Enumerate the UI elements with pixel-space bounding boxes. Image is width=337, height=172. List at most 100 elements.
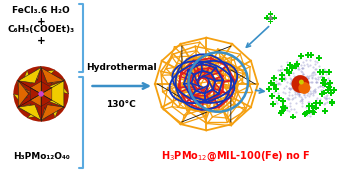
Polygon shape: [305, 115, 307, 116]
Polygon shape: [270, 82, 272, 84]
Polygon shape: [321, 93, 323, 95]
Polygon shape: [310, 110, 312, 112]
Polygon shape: [27, 107, 37, 118]
Polygon shape: [272, 13, 273, 15]
Polygon shape: [324, 71, 326, 73]
Polygon shape: [319, 69, 321, 71]
Polygon shape: [271, 93, 273, 95]
Polygon shape: [308, 107, 310, 109]
Polygon shape: [284, 100, 286, 102]
FancyArrowPatch shape: [92, 83, 148, 89]
Polygon shape: [41, 82, 52, 94]
Polygon shape: [273, 84, 275, 86]
Text: FeCl₃.6 H₂O: FeCl₃.6 H₂O: [12, 6, 70, 15]
Polygon shape: [323, 80, 325, 83]
Circle shape: [299, 80, 304, 84]
Polygon shape: [314, 111, 316, 113]
Polygon shape: [319, 71, 321, 73]
Polygon shape: [272, 103, 274, 105]
Polygon shape: [271, 95, 273, 97]
Polygon shape: [292, 117, 294, 120]
Polygon shape: [324, 112, 326, 114]
Text: C₆H₃(COOEt)₃: C₆H₃(COOEt)₃: [7, 25, 74, 34]
Polygon shape: [266, 15, 268, 17]
Polygon shape: [315, 106, 317, 109]
Polygon shape: [323, 79, 325, 81]
Polygon shape: [266, 88, 268, 90]
Polygon shape: [325, 79, 327, 81]
Polygon shape: [279, 110, 281, 112]
Polygon shape: [288, 69, 290, 71]
Polygon shape: [308, 112, 310, 114]
Polygon shape: [330, 86, 332, 88]
Polygon shape: [278, 97, 280, 99]
Polygon shape: [275, 90, 277, 92]
Polygon shape: [298, 55, 300, 57]
Polygon shape: [313, 111, 315, 114]
Polygon shape: [30, 94, 41, 106]
Polygon shape: [329, 101, 331, 103]
Polygon shape: [293, 65, 295, 67]
Polygon shape: [330, 90, 332, 92]
Polygon shape: [333, 102, 335, 104]
Polygon shape: [284, 69, 286, 71]
Polygon shape: [281, 76, 283, 78]
Polygon shape: [272, 82, 274, 84]
Polygon shape: [18, 88, 65, 108]
Polygon shape: [317, 106, 319, 109]
Polygon shape: [274, 15, 275, 17]
Polygon shape: [313, 102, 315, 104]
Polygon shape: [274, 19, 275, 20]
Polygon shape: [312, 113, 314, 115]
Polygon shape: [331, 104, 333, 106]
Polygon shape: [45, 70, 55, 80]
Polygon shape: [270, 88, 272, 90]
Polygon shape: [282, 100, 284, 102]
Polygon shape: [321, 92, 323, 94]
Polygon shape: [283, 74, 285, 76]
Polygon shape: [315, 111, 317, 114]
Polygon shape: [311, 111, 313, 114]
Polygon shape: [270, 15, 272, 16]
Polygon shape: [304, 115, 306, 117]
Polygon shape: [288, 73, 290, 74]
Polygon shape: [266, 17, 268, 19]
Polygon shape: [317, 71, 319, 73]
Polygon shape: [289, 64, 291, 66]
Polygon shape: [327, 89, 329, 91]
Polygon shape: [306, 105, 308, 107]
Polygon shape: [331, 86, 333, 88]
Polygon shape: [331, 89, 333, 91]
Polygon shape: [268, 90, 270, 92]
Polygon shape: [51, 104, 58, 118]
Polygon shape: [323, 92, 325, 94]
Polygon shape: [331, 103, 333, 105]
Polygon shape: [277, 88, 279, 90]
Polygon shape: [331, 100, 333, 102]
Polygon shape: [325, 79, 327, 80]
Circle shape: [298, 82, 310, 94]
Polygon shape: [268, 88, 270, 90]
Polygon shape: [284, 106, 286, 108]
Polygon shape: [17, 80, 28, 90]
Polygon shape: [282, 106, 284, 108]
Polygon shape: [302, 55, 304, 57]
Polygon shape: [329, 89, 331, 91]
Polygon shape: [283, 78, 285, 80]
Polygon shape: [327, 87, 329, 89]
Polygon shape: [308, 54, 310, 56]
Polygon shape: [305, 112, 307, 115]
Polygon shape: [331, 102, 333, 104]
Polygon shape: [290, 71, 293, 73]
Polygon shape: [295, 65, 297, 67]
Polygon shape: [286, 67, 288, 69]
Polygon shape: [41, 94, 52, 106]
Polygon shape: [280, 106, 282, 108]
Polygon shape: [264, 17, 266, 19]
Polygon shape: [271, 103, 272, 105]
Polygon shape: [308, 110, 310, 112]
Polygon shape: [271, 77, 273, 79]
Polygon shape: [329, 84, 331, 86]
Polygon shape: [24, 70, 31, 84]
Polygon shape: [288, 69, 290, 71]
